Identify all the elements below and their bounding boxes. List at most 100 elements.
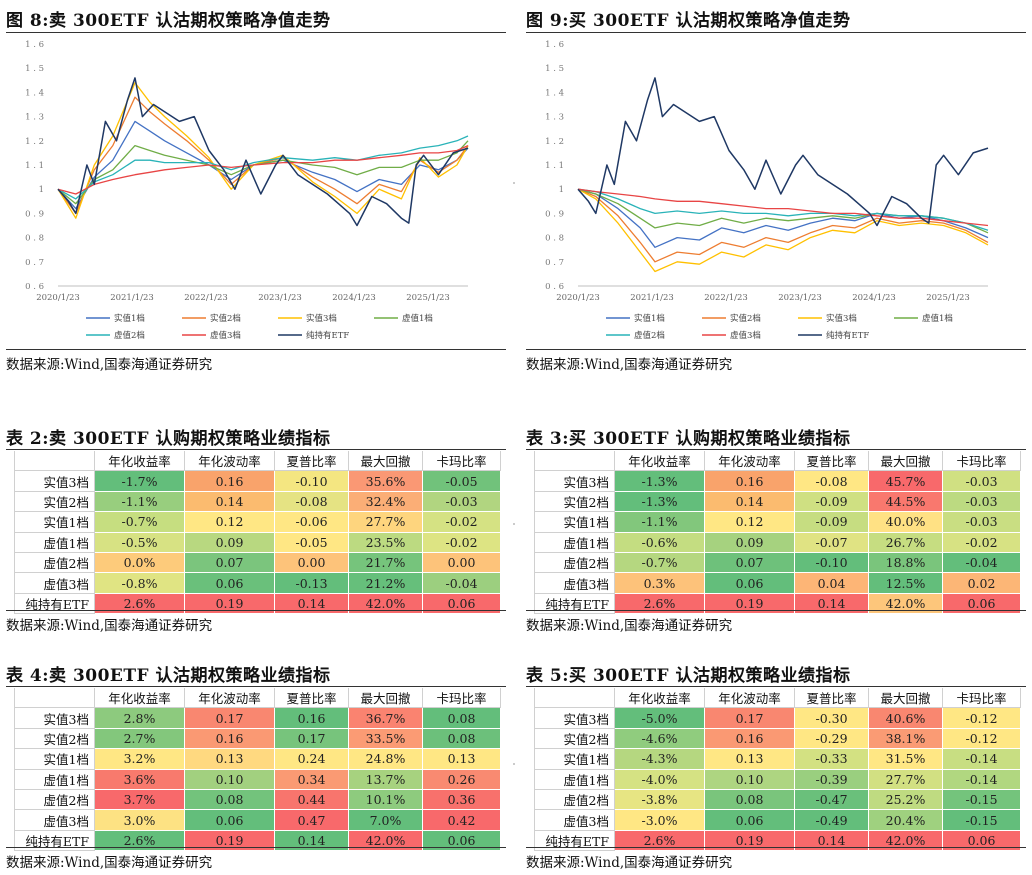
tab3-title: 表 3:买 300ETF 认购期权策略业绩指标 [526, 429, 851, 449]
table-cell: -5.0% [614, 707, 705, 729]
legend-label: 虚值3档 [730, 330, 761, 341]
tab2-bottom-rule [6, 610, 506, 611]
table-cell: 10.1% [348, 788, 423, 811]
y-tick-label: 0 . 7 [25, 258, 44, 268]
table-cell: -0.33 [794, 748, 869, 770]
table-cell: 0.0% [94, 551, 185, 574]
y-tick-label: 1 . 5 [545, 64, 564, 74]
table-cell: 23.5% [348, 531, 423, 553]
table-cell: -0.04 [422, 572, 501, 594]
table-row: 虚值3档 -0.8% 0.06 -0.13 21.2% -0.04 [14, 572, 501, 594]
y-tick-label: 1 . 2 [545, 137, 564, 147]
table-cell: 21.7% [348, 551, 423, 574]
tab3-panel: 表 3:买 300ETF 认购期权策略业绩指标 年化收益率 年化波动率 夏普比率 最大… [526, 424, 1026, 639]
row-label: 纯持有ETF [534, 592, 615, 615]
column-header: 卡玛比率 [942, 451, 1021, 472]
fig9-bottom-rule [526, 349, 1026, 350]
table-cell: 0.06 [422, 829, 501, 852]
row-label: 实值2档 [534, 490, 615, 513]
table-cell: -0.02 [942, 531, 1021, 553]
row-label: 实值1档 [534, 511, 615, 533]
table-cell: -4.0% [614, 768, 705, 790]
x-tick-label: 2020/1/23 [36, 293, 80, 303]
table-cell: -0.04 [942, 551, 1021, 574]
table-cell: 3.0% [94, 809, 185, 831]
table-cell: -0.7% [94, 511, 185, 533]
tab2-title: 表 2:卖 300ETF 认购期权策略业绩指标 [6, 429, 331, 449]
row-label: 虚值3档 [534, 809, 615, 831]
legend-label: 实值3档 [826, 313, 857, 324]
table-row: 实值3档 -1.7% 0.16 -0.10 35.6% -0.05 [14, 470, 501, 492]
table-cell: 0.08 [184, 788, 275, 811]
table-cell: 33.5% [348, 727, 423, 750]
series-line-1 [577, 188, 989, 263]
x-tick-label: 2024/1/23 [332, 293, 376, 303]
page-dot [513, 182, 515, 184]
table-header-row: 年化收益率 年化波动率 夏普比率 最大回撤 卡玛比率 [14, 451, 501, 472]
table-cell: 0.08 [422, 727, 501, 750]
table-row: 虚值3档 3.0% 0.06 0.47 7.0% 0.42 [14, 809, 501, 831]
column-header [14, 688, 95, 709]
table-cell: 12.5% [868, 572, 943, 594]
table-cell: -0.6% [614, 531, 705, 553]
column-header: 年化波动率 [184, 688, 275, 709]
table-cell: 26.7% [868, 531, 943, 553]
table-cell: -0.7% [614, 551, 705, 574]
legend-label: 实值1档 [634, 313, 665, 324]
table-cell: 0.14 [794, 592, 869, 615]
y-tick-label: 0 . 6 [545, 282, 564, 292]
table-row: 实值3档 2.8% 0.17 0.16 36.7% 0.08 [14, 707, 501, 729]
row-label: 实值1档 [14, 511, 95, 533]
row-label: 实值2档 [14, 727, 95, 750]
table-cell: -0.13 [274, 572, 349, 594]
table-cell: -4.3% [614, 748, 705, 770]
row-label: 实值3档 [14, 707, 95, 729]
table-cell: -0.29 [794, 727, 869, 750]
table-row: 虚值2档 -3.8% 0.08 -0.47 25.2% -0.15 [534, 788, 1021, 811]
table-cell: 0.42 [422, 809, 501, 831]
table-cell: 0.13 [704, 748, 795, 770]
row-label: 虚值1档 [534, 531, 615, 553]
fig8-top-rule [6, 32, 506, 33]
column-header: 夏普比率 [794, 451, 869, 472]
table-cell: 0.06 [942, 592, 1021, 615]
table-cell: -0.12 [942, 707, 1021, 729]
table-cell: -0.10 [794, 551, 869, 574]
series-line-2 [577, 188, 989, 273]
table-cell: 0.06 [704, 572, 795, 594]
row-label: 实值1档 [534, 748, 615, 770]
row-label: 实值2档 [14, 490, 95, 513]
table-cell: 0.17 [184, 707, 275, 729]
table-row: 实值2档 -4.6% 0.16 -0.29 38.1% -0.12 [534, 727, 1021, 750]
table-cell: 0.17 [704, 707, 795, 729]
table-cell: -0.5% [94, 531, 185, 553]
table-cell: 0.00 [422, 551, 501, 574]
column-header: 年化波动率 [704, 688, 795, 709]
table-cell: 0.12 [184, 511, 275, 533]
x-tick-label: 2023/1/23 [258, 293, 302, 303]
column-header: 夏普比率 [274, 688, 349, 709]
legend-label: 实值2档 [210, 313, 241, 324]
table-cell: 2.8% [94, 707, 185, 729]
table-cell: -0.14 [942, 768, 1021, 790]
table-row: 虚值1档 -0.6% 0.09 -0.07 26.7% -0.02 [534, 531, 1021, 553]
tab3-source: 数据来源:Wind,国泰海通证券研究 [526, 618, 733, 634]
legend-label: 虚值1档 [402, 313, 433, 324]
table-row: 纯持有ETF 2.6% 0.19 0.14 42.0% 0.06 [14, 592, 501, 615]
table-cell: 0.02 [942, 572, 1021, 594]
table-cell: -0.09 [794, 511, 869, 533]
table-cell: -0.06 [274, 511, 349, 533]
tab2-top-rule [6, 449, 506, 450]
x-tick-label: 2024/1/23 [852, 293, 896, 303]
table-cell: 0.09 [704, 531, 795, 553]
table-cell: 3.7% [94, 788, 185, 811]
row-label: 虚值3档 [14, 572, 95, 594]
column-header: 卡玛比率 [422, 688, 501, 709]
table-row: 实值3档 -5.0% 0.17 -0.30 40.6% -0.12 [534, 707, 1021, 729]
table-cell: -0.15 [942, 809, 1021, 831]
y-tick-label: 0 . 8 [545, 234, 564, 244]
table-cell: 45.7% [868, 470, 943, 492]
table-cell: -0.03 [942, 511, 1021, 533]
table-cell: 0.14 [184, 490, 275, 513]
